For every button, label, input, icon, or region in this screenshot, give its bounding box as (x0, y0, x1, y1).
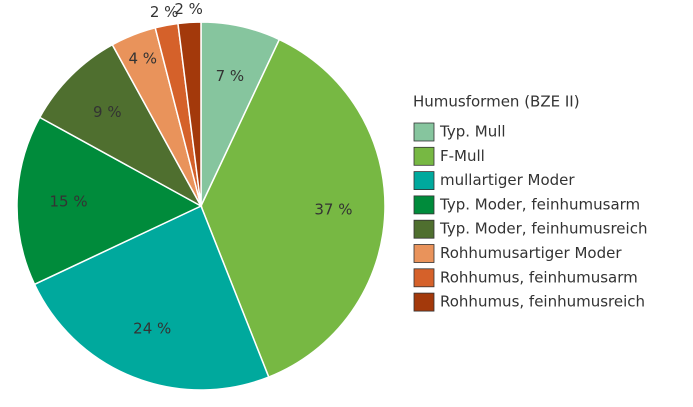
data-label: 24 % (133, 320, 171, 338)
pie-slice (177, 21, 202, 207)
legend-label: Typ. Moder, feinhumusarm (439, 195, 640, 213)
legend-label: Rohhumusartiger Moder (440, 244, 622, 262)
legend-swatch (413, 292, 435, 312)
pie-slice (200, 38, 386, 379)
pie-slice (38, 43, 203, 208)
legend-label: Rohhumus, feinhumusarm (440, 268, 638, 286)
legend-title: Humusformen (BZE II) (413, 93, 580, 111)
legend-swatch (413, 195, 435, 215)
data-label: 15 % (50, 192, 88, 210)
data-label: 7 % (216, 67, 245, 85)
legend-swatch (413, 219, 435, 239)
legend-label: F-Mull (440, 147, 485, 165)
pie-slice (33, 204, 270, 391)
legend-label: Rohhumus, feinhumusreich (440, 293, 645, 311)
legend-swatch (413, 171, 435, 191)
data-label: 37 % (314, 201, 352, 219)
data-label: 2 % (150, 3, 179, 21)
data-label: 9 % (93, 103, 122, 121)
data-label: 2 % (174, 0, 203, 18)
legend-label: Typ. Mull (439, 123, 506, 141)
legend-label: mullartiger Moder (440, 171, 575, 189)
legend-label: Typ. Moder, feinhumusreich (439, 220, 647, 238)
legend-swatch (413, 244, 435, 263)
legend-swatch (413, 268, 435, 288)
legend-swatch (413, 146, 435, 166)
legend-swatch (413, 122, 435, 142)
data-label: 4 % (128, 49, 157, 67)
pie-slice (16, 116, 203, 286)
